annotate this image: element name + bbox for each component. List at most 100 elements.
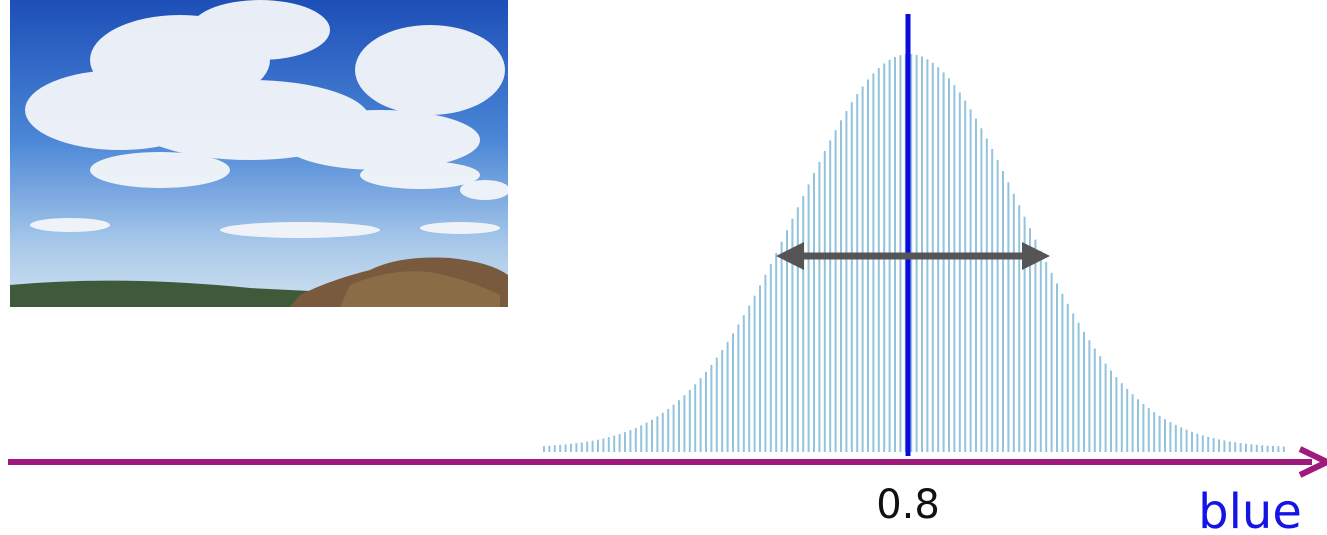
bar [1153, 412, 1156, 452]
bar [1174, 424, 1177, 452]
bar [796, 207, 799, 452]
bar [1029, 228, 1031, 452]
bar [942, 72, 945, 453]
bar [1007, 182, 1010, 453]
bar [802, 195, 805, 453]
bar [651, 419, 653, 452]
bar [1126, 388, 1129, 452]
bar [688, 390, 691, 452]
bar [818, 161, 821, 452]
bar [856, 94, 859, 452]
bar [580, 442, 583, 452]
bar [715, 357, 718, 452]
bar [953, 85, 956, 452]
bar [553, 445, 556, 452]
bar [807, 184, 810, 452]
bar [985, 138, 988, 452]
bar [661, 412, 664, 452]
bar [699, 378, 702, 452]
bar [753, 295, 756, 452]
bar [769, 264, 772, 452]
bar [1002, 171, 1004, 452]
bar [877, 68, 880, 452]
bar [640, 425, 643, 452]
bar [1088, 340, 1091, 452]
bar [834, 130, 837, 452]
bar [1185, 429, 1188, 452]
bar [591, 440, 594, 452]
bar [823, 151, 826, 452]
bar [705, 371, 707, 452]
bar [1218, 439, 1220, 452]
bar [1266, 445, 1269, 452]
bar [975, 118, 977, 452]
bar [1250, 444, 1253, 452]
bar [575, 443, 578, 452]
bar [850, 102, 853, 452]
bar [1072, 313, 1075, 452]
bar [1093, 348, 1096, 452]
bar [624, 432, 626, 452]
bar [1207, 436, 1210, 452]
bar [1099, 356, 1102, 452]
bar [564, 444, 567, 452]
bar [1212, 438, 1215, 452]
bar [1261, 445, 1264, 452]
bar [1228, 441, 1231, 452]
bar [1158, 415, 1161, 452]
bar [748, 305, 751, 452]
bar [634, 427, 637, 452]
bar [1061, 293, 1064, 452]
bar [1282, 446, 1285, 452]
bar [1050, 272, 1053, 452]
axis-label: blue [1198, 484, 1302, 535]
bar [1147, 408, 1150, 452]
bar [629, 430, 632, 452]
bar [1083, 331, 1085, 452]
bar [618, 434, 621, 452]
bar [602, 438, 605, 452]
bar [791, 218, 794, 452]
bar [948, 78, 950, 453]
bar [775, 252, 778, 452]
bar [1131, 394, 1134, 452]
bar [726, 341, 729, 452]
bar [1039, 250, 1042, 452]
bar [721, 350, 724, 452]
bar [613, 435, 616, 452]
bar [678, 400, 680, 452]
bar [645, 422, 648, 452]
bar [1234, 442, 1237, 452]
bar [840, 120, 842, 453]
bar [861, 86, 864, 453]
bar [1104, 363, 1107, 452]
axis-arrowhead [1298, 446, 1327, 478]
bar [1272, 446, 1274, 452]
bar [759, 285, 761, 452]
bar [1277, 446, 1280, 452]
bar [1034, 239, 1037, 452]
bar [732, 333, 734, 452]
bar [937, 67, 940, 452]
bar [694, 384, 697, 452]
mean-label: 0.8 [876, 482, 940, 528]
bar [764, 274, 767, 452]
bar [1045, 261, 1048, 452]
bar [1115, 377, 1118, 452]
bar [742, 315, 745, 452]
bar [710, 364, 713, 452]
bar [829, 140, 832, 452]
bar [980, 128, 983, 453]
bar [607, 437, 610, 452]
bar [1056, 283, 1058, 452]
bar [656, 416, 659, 452]
bar [683, 395, 686, 452]
bar [813, 173, 815, 452]
bar [543, 446, 545, 452]
bar [1196, 433, 1199, 452]
bar [786, 230, 788, 452]
bar [1191, 431, 1193, 452]
bar [1018, 205, 1021, 452]
bar [1180, 427, 1183, 452]
